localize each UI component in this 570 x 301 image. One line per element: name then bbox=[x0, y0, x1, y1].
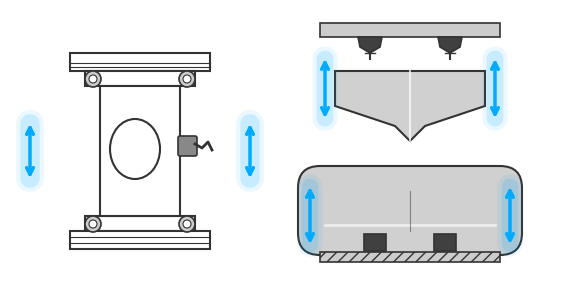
FancyBboxPatch shape bbox=[320, 252, 500, 262]
Polygon shape bbox=[358, 37, 382, 53]
FancyBboxPatch shape bbox=[298, 166, 522, 255]
Ellipse shape bbox=[110, 119, 160, 179]
Circle shape bbox=[85, 216, 101, 232]
Circle shape bbox=[183, 75, 191, 83]
Polygon shape bbox=[335, 71, 485, 141]
Circle shape bbox=[85, 71, 101, 87]
Circle shape bbox=[179, 216, 195, 232]
Circle shape bbox=[89, 75, 97, 83]
FancyBboxPatch shape bbox=[364, 234, 386, 251]
FancyBboxPatch shape bbox=[100, 86, 180, 216]
FancyBboxPatch shape bbox=[85, 216, 195, 231]
FancyBboxPatch shape bbox=[70, 231, 210, 249]
FancyBboxPatch shape bbox=[434, 234, 456, 251]
Polygon shape bbox=[438, 37, 462, 53]
FancyBboxPatch shape bbox=[178, 136, 197, 156]
Circle shape bbox=[89, 220, 97, 228]
FancyBboxPatch shape bbox=[70, 53, 210, 71]
FancyBboxPatch shape bbox=[85, 71, 195, 86]
Circle shape bbox=[183, 220, 191, 228]
Circle shape bbox=[179, 71, 195, 87]
FancyBboxPatch shape bbox=[320, 23, 500, 37]
